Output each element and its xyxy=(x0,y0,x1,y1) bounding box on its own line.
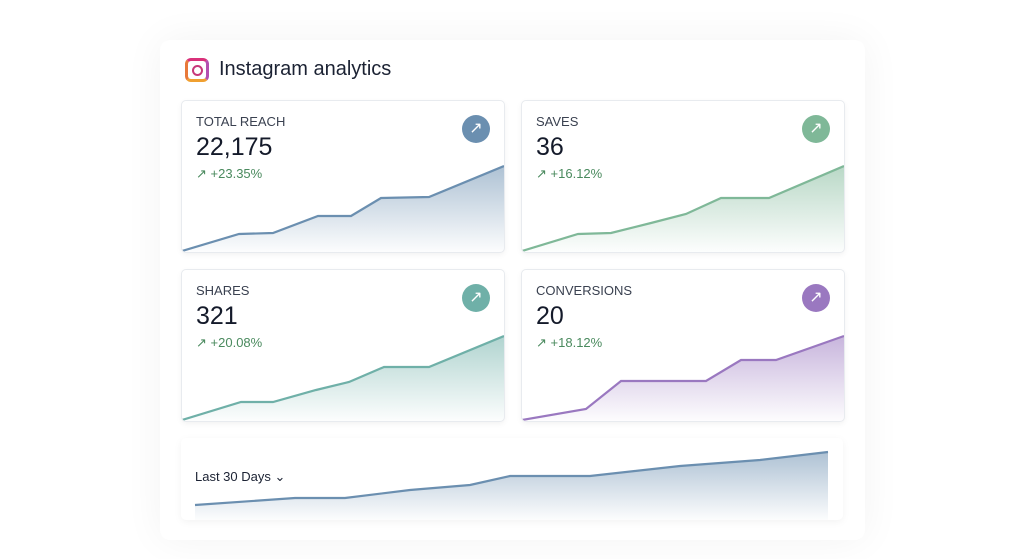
sparkline-line xyxy=(522,164,844,252)
arrow-up-right-icon[interactable]: ↗ xyxy=(462,115,490,143)
page-title: Instagram analytics xyxy=(219,58,392,80)
arrow-up-right-icon[interactable]: ↗ xyxy=(802,284,830,312)
metric-value: 321 xyxy=(196,302,238,330)
trend-up-icon: ↗ xyxy=(536,335,547,350)
trend-up-icon: ↗ xyxy=(536,166,547,181)
sparkline xyxy=(182,334,504,421)
metric-change: ↗ +23.35% xyxy=(196,166,262,182)
trend-sparkline xyxy=(194,450,829,520)
sparkline-area xyxy=(195,452,828,520)
metric-card-shares[interactable]: SHARES 321 ↗ +20.08% ↗ xyxy=(181,269,505,422)
sparkline-area xyxy=(182,166,504,252)
metric-value: 20 xyxy=(536,302,564,330)
sparkline-area xyxy=(182,336,504,421)
metric-change: ↗ +16.12% xyxy=(536,166,602,182)
metric-value: 36 xyxy=(536,133,564,161)
arrow-up-right-icon[interactable]: ↗ xyxy=(802,115,830,143)
sparkline-area xyxy=(522,336,844,421)
sparkline-line xyxy=(182,334,504,421)
change-text: +16.12% xyxy=(550,166,603,181)
sparkline-line xyxy=(522,334,844,421)
instagram-icon xyxy=(185,58,209,82)
trend-up-icon: ↗ xyxy=(196,166,207,181)
metric-value: 22,175 xyxy=(196,133,273,161)
chevron-down-icon: ⌄ xyxy=(274,469,286,484)
arrow-up-right-icon[interactable]: ↗ xyxy=(462,284,490,312)
change-text: +20.08% xyxy=(210,335,263,350)
sparkline-line xyxy=(194,450,829,507)
change-text: +23.35% xyxy=(210,166,263,181)
date-range-dropdown[interactable]: Last 30 Days ⌄ xyxy=(195,469,285,485)
metric-card-total-reach[interactable]: TOTAL REACH 22,175 ↗ +23.35% ↗ xyxy=(181,100,505,253)
metric-change: ↗ +18.12% xyxy=(536,335,602,351)
metric-change: ↗ +20.08% xyxy=(196,335,262,351)
sparkline-line xyxy=(182,164,504,252)
trend-up-icon: ↗ xyxy=(196,335,207,350)
metric-card-saves[interactable]: SAVES 36 ↗ +16.12% ↗ xyxy=(521,100,845,253)
date-range-label: Last 30 Days xyxy=(195,469,271,484)
trend-card: Last 30 Days ⌄ xyxy=(181,438,843,520)
sparkline xyxy=(522,334,844,421)
sparkline xyxy=(182,164,504,252)
sparkline-area xyxy=(522,166,844,252)
change-text: +18.12% xyxy=(550,335,603,350)
sparkline xyxy=(522,164,844,252)
metric-label: TOTAL REACH xyxy=(196,114,286,129)
metric-label: CONVERSIONS xyxy=(536,283,633,298)
metric-label: SHARES xyxy=(196,283,250,298)
metric-card-conversions[interactable]: CONVERSIONS 20 ↗ +18.12% ↗ xyxy=(521,269,845,422)
metric-label: SAVES xyxy=(536,114,579,129)
